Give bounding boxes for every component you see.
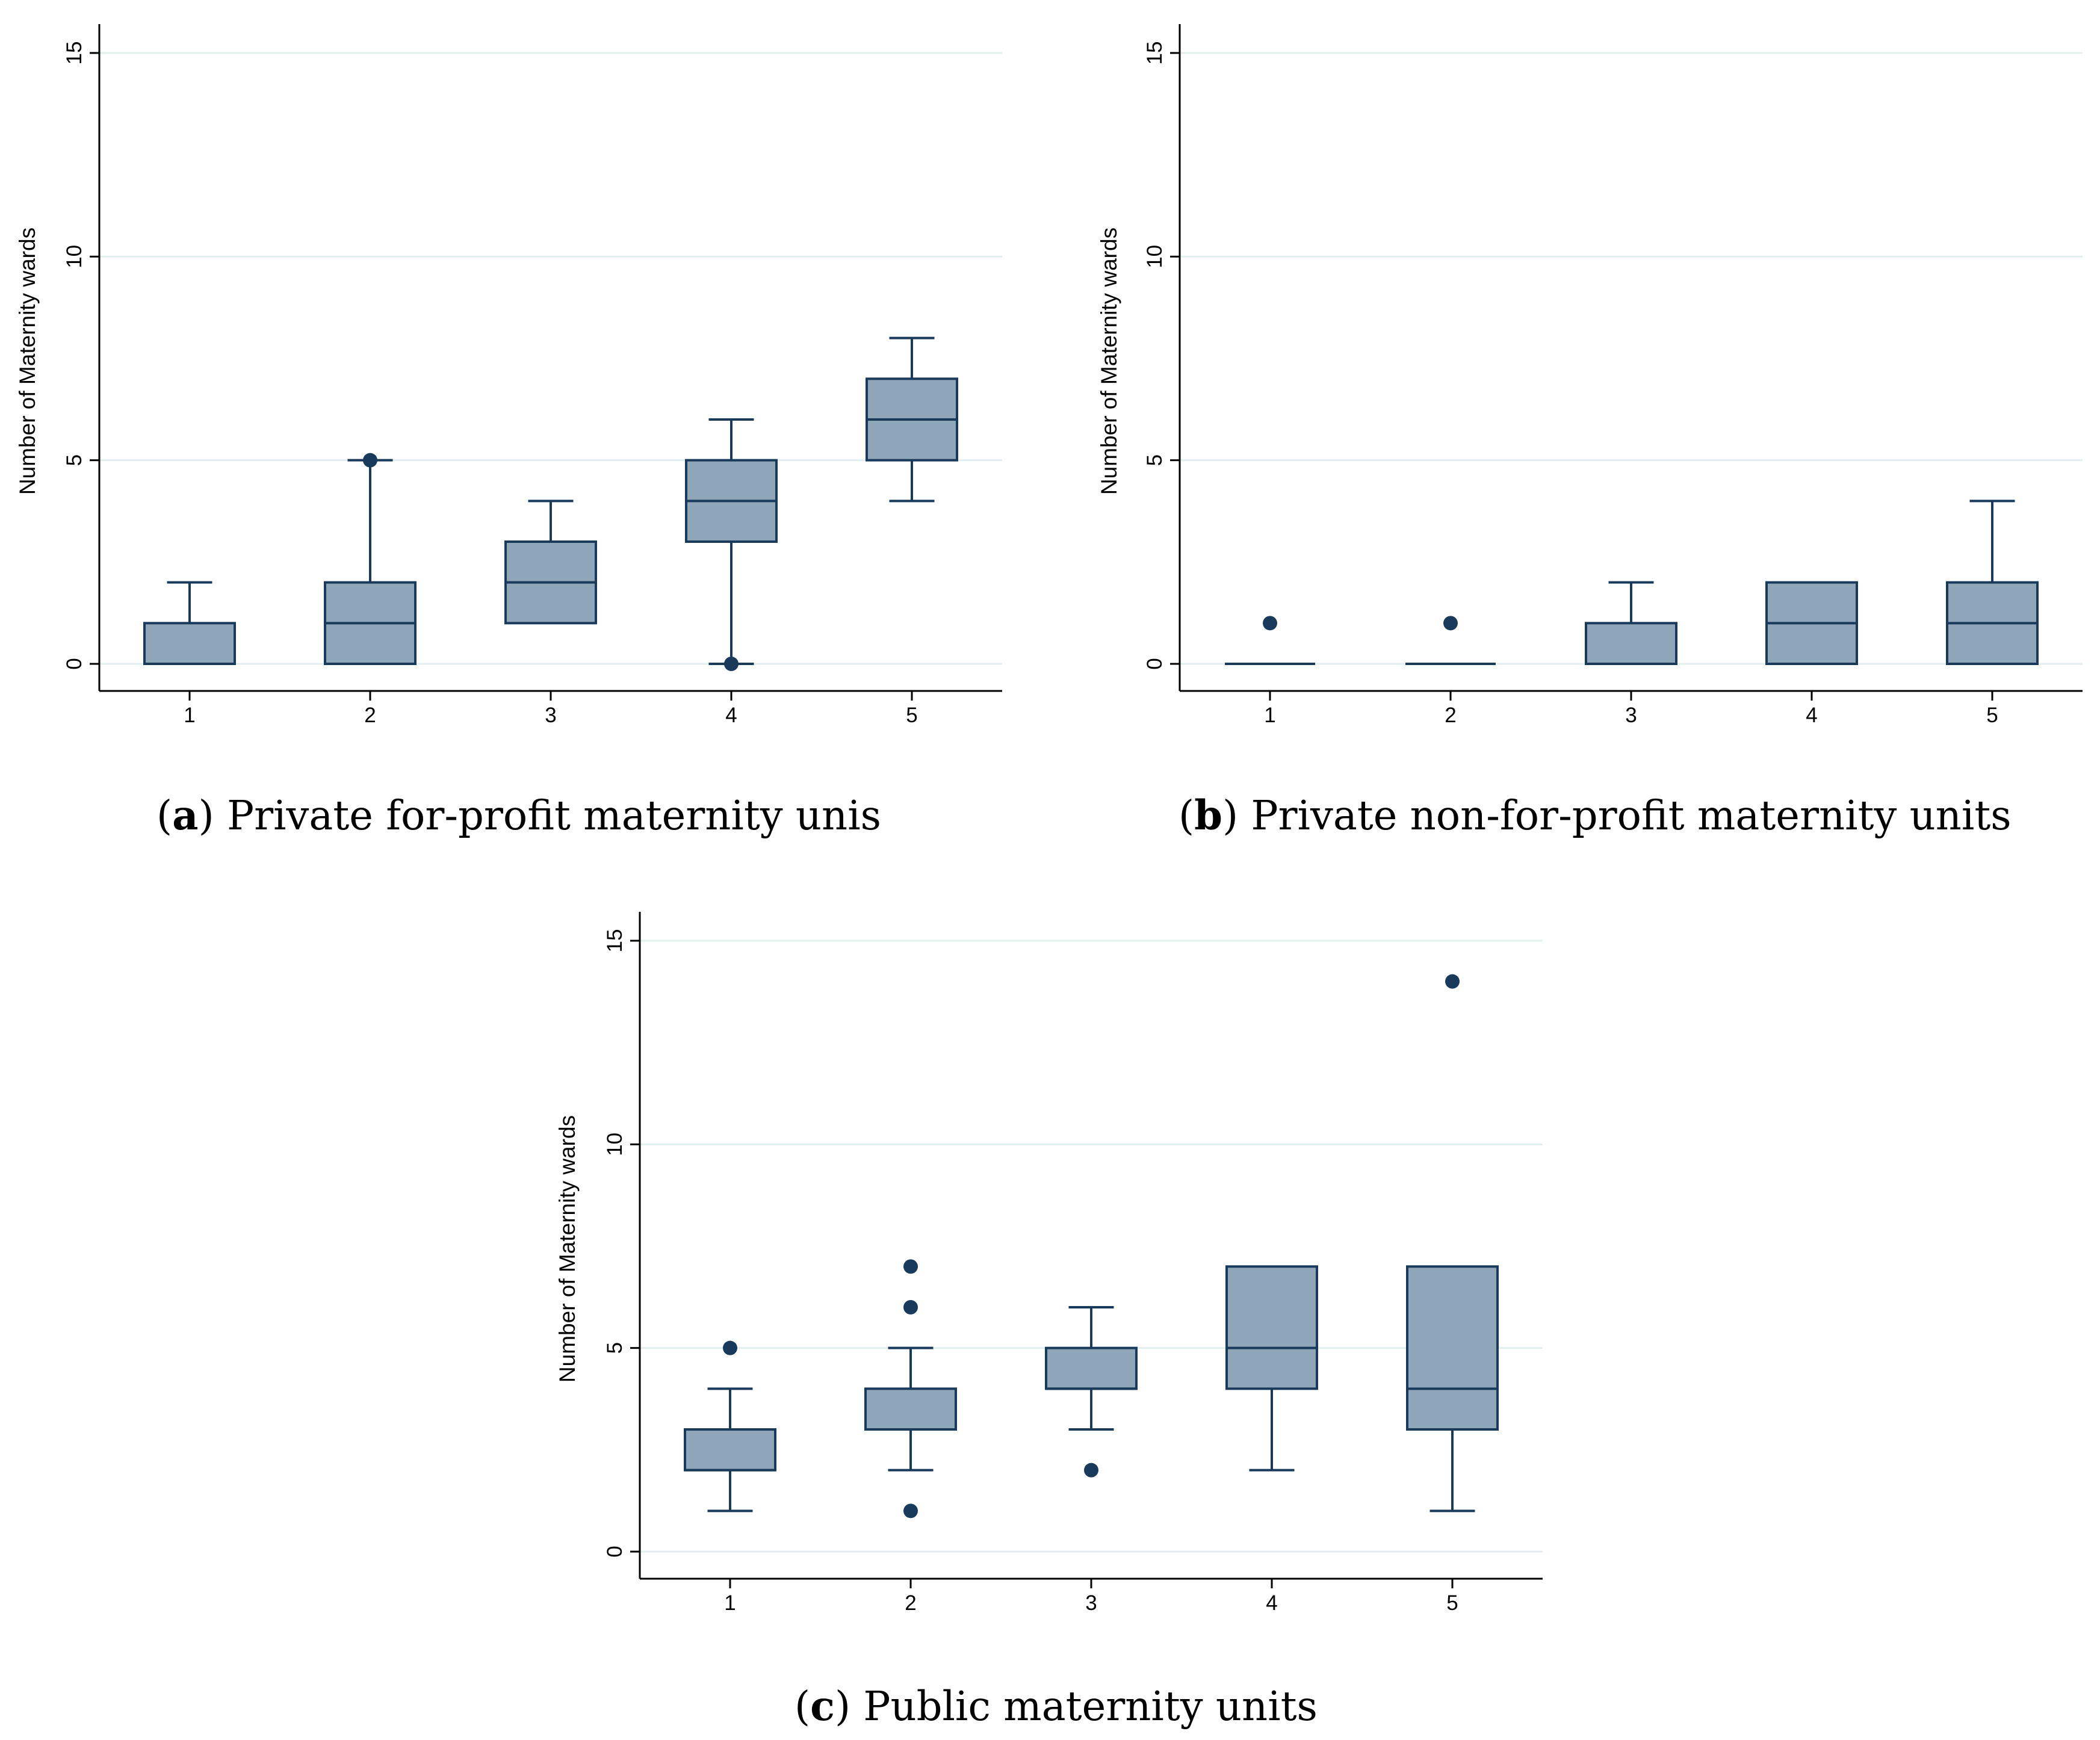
box-3: [1585, 581, 1677, 666]
y-tick-label: 15: [603, 929, 627, 953]
caption-text: Private for-profit maternity unis: [227, 792, 881, 839]
x-tick-label: 1: [1264, 704, 1275, 727]
caption: (a) Private for-profit maternity unis: [156, 791, 881, 839]
x-tick-label: 4: [1806, 704, 1817, 727]
caption: (c) Public maternity units: [794, 1682, 1318, 1730]
caption-text: Public maternity units: [863, 1683, 1318, 1730]
y-tick-label: 5: [63, 454, 86, 466]
panel-a: Number of Maternity wards (a) Private fo…: [15, 24, 1002, 839]
y-tick-label: 10: [63, 245, 86, 268]
box-5: [1406, 974, 1499, 1512]
box-4: [1225, 1265, 1318, 1472]
box-iqr: [864, 1387, 957, 1431]
panel-b: Number of Maternity wards (b) Private no…: [1097, 24, 2083, 839]
caption-text: Private non-for-profit maternity units: [1251, 792, 2011, 839]
x-tick-label: 2: [364, 704, 376, 727]
outlier-point: [1263, 616, 1277, 631]
y-tick-label: 5: [603, 1342, 627, 1354]
x-tick-label: 5: [1986, 704, 1998, 727]
box-iqr: [1045, 1346, 1138, 1390]
x-tick-label: 3: [1625, 704, 1637, 727]
x-tick-label: 1: [724, 1591, 736, 1615]
y-tick-label: 0: [1143, 658, 1166, 669]
y-tick-label: 0: [63, 658, 86, 669]
outlier-point: [1084, 1463, 1098, 1478]
outlier-point: [903, 1300, 918, 1314]
caption-label: c: [810, 1682, 835, 1730]
x-tick-label: 5: [906, 704, 917, 727]
y-axis-title: Number of Maternity wards: [15, 228, 40, 495]
box-1: [684, 1340, 776, 1512]
y-tick-label: 5: [1143, 454, 1166, 466]
box-iqr: [1406, 1265, 1499, 1431]
y-tick-label: 0: [603, 1546, 627, 1557]
x-tick-label: 5: [1446, 1591, 1458, 1615]
box-4: [1765, 581, 1858, 666]
y-tick-label: 15: [1143, 42, 1166, 65]
box-2: [324, 453, 417, 666]
x-tick-label: 2: [905, 1591, 916, 1615]
outlier-point: [363, 453, 377, 468]
box-4: [685, 418, 778, 671]
box-iqr: [684, 1428, 776, 1472]
x-tick-label: 3: [1085, 1591, 1097, 1615]
outlier-point: [903, 1503, 918, 1519]
box-iqr: [1585, 622, 1677, 666]
x-tick-label: 4: [1266, 1591, 1277, 1615]
x-tick-label: 3: [545, 704, 556, 727]
box-2: [1405, 616, 1496, 665]
box-5: [866, 336, 958, 503]
box-iqr: [143, 622, 236, 666]
y-tick-label: 10: [1143, 245, 1166, 268]
box-2: [864, 1259, 957, 1519]
x-tick-label: 4: [725, 704, 737, 727]
box-3: [1045, 1306, 1138, 1478]
y-axis-title: Number of Maternity wards: [1097, 228, 1121, 495]
box-iqr: [1225, 1265, 1318, 1390]
caption-label: a: [172, 791, 198, 839]
x-tick-label: 2: [1445, 704, 1456, 727]
caption-label: b: [1194, 791, 1222, 839]
outlier-point: [903, 1259, 918, 1274]
outlier-point: [1443, 616, 1458, 631]
outlier-point: [723, 1340, 737, 1355]
box-1: [143, 581, 236, 666]
x-tick-label: 1: [184, 704, 195, 727]
y-axis-title: Number of Maternity wards: [555, 1115, 580, 1382]
y-tick-label: 10: [603, 1133, 627, 1156]
box-1: [1225, 616, 1315, 665]
box-5: [1946, 500, 2039, 666]
y-tick-label: 15: [63, 42, 86, 65]
outlier-point: [1445, 974, 1460, 989]
caption: (b) Private non-for-profit maternity uni…: [1179, 791, 2012, 839]
panel-c: Number of Maternity wards (c) Public mat…: [555, 912, 1543, 1730]
outlier-point: [724, 657, 739, 671]
box-3: [504, 500, 597, 625]
